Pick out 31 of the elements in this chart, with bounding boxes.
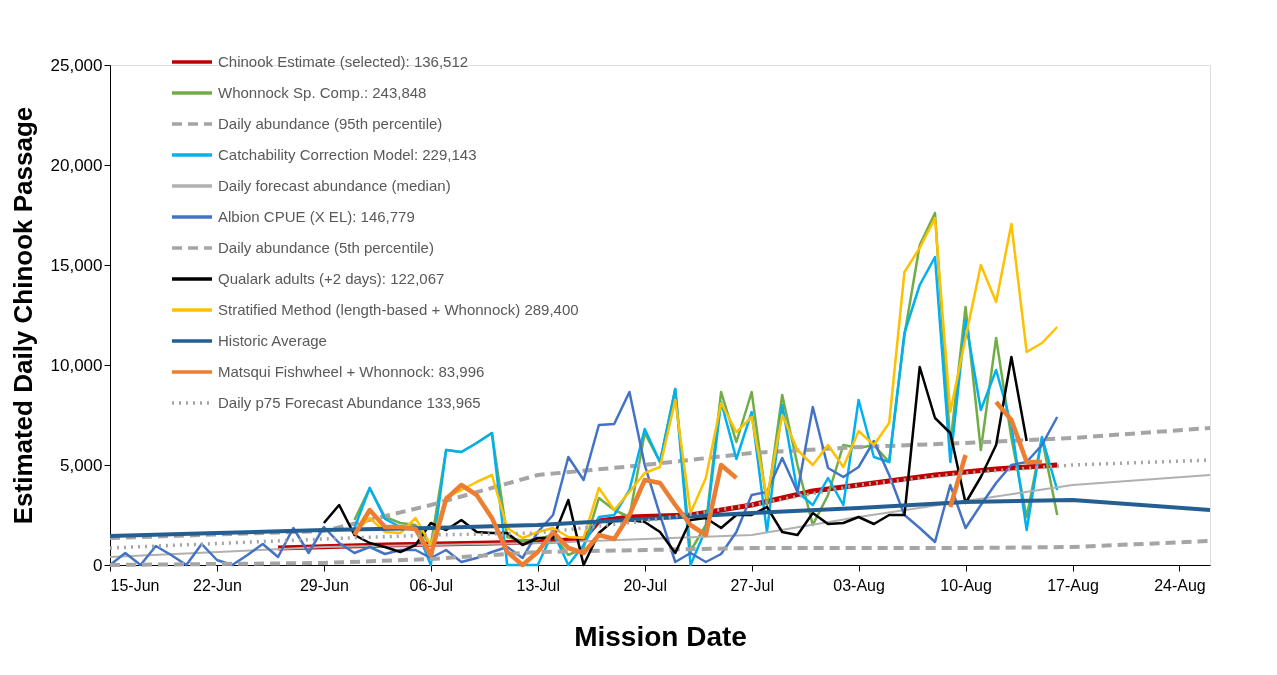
x-tick-label: 06-Jul <box>409 576 454 594</box>
x-tick-label: 27-Jul <box>730 576 774 594</box>
x-tick-label: 17-Aug <box>1047 576 1099 594</box>
y-axis-title: Estimated Daily Chinook Passage <box>7 106 38 525</box>
legend-label: Qualark adults (+2 days): 122,067 <box>218 270 445 287</box>
y-tick-label: 20,000 <box>50 155 103 175</box>
legend-label: Whonnock Sp. Comp.: 243,848 <box>218 84 427 101</box>
legend-label: Chinook Estimate (selected): 136,512 <box>218 53 469 70</box>
x-tick-label: 03-Aug <box>833 576 885 594</box>
y-tick-label: 15,000 <box>50 255 103 275</box>
legend-label: Albion CPUE (X EL): 146,779 <box>218 208 415 225</box>
y-tick-label: 25,000 <box>50 55 103 75</box>
x-tick-label: 10-Aug <box>940 576 992 594</box>
y-tick-label: 10,000 <box>50 355 103 375</box>
legend-label: Daily forecast abundance (median) <box>218 177 451 194</box>
legend-label: Daily p75 Forecast Abundance 133,965 <box>218 394 481 411</box>
x-tick-label: 15-Jun <box>110 576 160 594</box>
x-tick-label: 13-Jul <box>516 576 561 594</box>
x-axis-title: Mission Date <box>574 620 747 652</box>
y-tick-label: 0 <box>93 555 103 575</box>
y-tick-label: 5,000 <box>59 455 103 475</box>
x-tick-label: 29-Jun <box>299 576 349 594</box>
legend-label: Daily abundance (95th percentile) <box>218 115 443 132</box>
legend-label: Daily abundance (5th percentile) <box>218 239 434 256</box>
x-tick-label: 20-Jul <box>623 576 668 594</box>
legend-label: Catchability Correction Model: 229,143 <box>218 146 477 163</box>
legend-label: Stratified Method (length-based + Whonnock) 289,400 <box>218 301 579 318</box>
x-tick-label: 22-Jun <box>192 576 242 594</box>
legend-label: Matsqui Fishwheel + Whonnock: 83,996 <box>218 363 485 380</box>
legend-label: Historic Average <box>218 332 327 349</box>
x-tick-label: 24-Aug <box>1154 576 1206 594</box>
